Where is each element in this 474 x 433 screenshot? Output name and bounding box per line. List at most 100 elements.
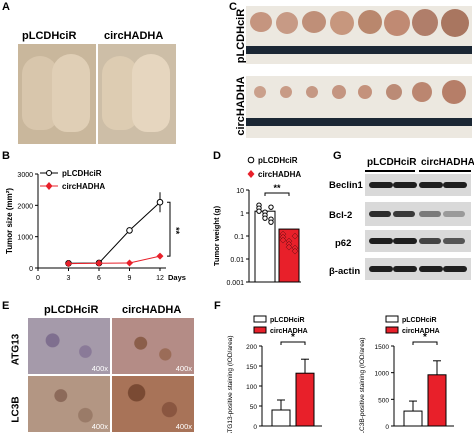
y-axis-label: LC3B-positive staining (IOD/area) bbox=[359, 337, 366, 433]
y-tick-label: 1000 bbox=[17, 235, 33, 242]
band-bcl2-1 bbox=[369, 211, 391, 217]
bar-treat bbox=[295, 372, 315, 427]
mouse-left-2 bbox=[52, 54, 90, 132]
band-beclin1-1 bbox=[369, 182, 393, 188]
band-bcl2-2 bbox=[393, 211, 415, 217]
band-p62-1 bbox=[369, 238, 393, 244]
sig-bracket bbox=[264, 192, 290, 196]
legend-label-treat: circHADHA bbox=[270, 328, 308, 335]
chart-b: 0 1000 2000 3000 0 3 6 9 12 Days Tumor size (mm²) p… bbox=[5, 169, 186, 282]
y-axis-label: Tumor weight (g) bbox=[212, 205, 221, 266]
data-point bbox=[95, 259, 103, 267]
y-tick-label: 50 bbox=[250, 404, 258, 411]
blot-group-bar-control bbox=[365, 170, 415, 172]
legend-label-control: pLCDHciR bbox=[258, 156, 298, 165]
band-p62-2 bbox=[393, 238, 417, 244]
panel-label-a: A bbox=[2, 1, 10, 13]
tumor-t7 bbox=[412, 82, 432, 102]
y-tick-label: 10 bbox=[236, 188, 244, 195]
y-tick-label: 0.001 bbox=[226, 280, 244, 287]
y-tick-label: 0 bbox=[253, 424, 257, 431]
panel-label-e: E bbox=[2, 300, 10, 312]
tumor-c5 bbox=[358, 10, 382, 34]
x-axis-label: Days bbox=[168, 273, 186, 282]
legend-label-control: pLCDHciR bbox=[270, 317, 305, 324]
x-tick-label: 12 bbox=[156, 275, 164, 282]
tumor-photo-treat bbox=[246, 76, 472, 138]
legend-swatch-control bbox=[253, 315, 267, 323]
tumor-c2 bbox=[276, 12, 298, 34]
series-line-0 bbox=[68, 201, 161, 264]
ruler-treat bbox=[246, 118, 472, 126]
x-tick-label: 3 bbox=[67, 275, 71, 282]
panel-a: A pLCDHciR circHADHA bbox=[0, 0, 205, 148]
y-tick-label: 500 bbox=[378, 397, 389, 404]
ihc-group-control: pLCDHciR bbox=[44, 304, 99, 316]
blot-group-treat: circHADHA bbox=[421, 157, 474, 168]
chart-f2: 0 500 1000 1500 LC3B-positive staining (IOD/… bbox=[359, 315, 454, 433]
blot-group-bar-treat bbox=[419, 170, 471, 172]
mouse-right-2 bbox=[132, 54, 170, 132]
legend-label-control: pLCDHciR bbox=[62, 169, 102, 178]
scatter-point bbox=[268, 219, 274, 225]
tumor-c8 bbox=[441, 9, 469, 37]
sig-bracket bbox=[167, 201, 171, 257]
tumor-t5 bbox=[358, 85, 372, 99]
band-p62-3 bbox=[419, 238, 441, 244]
legend-marker-control bbox=[247, 156, 255, 164]
mouse-photo-treat bbox=[98, 44, 176, 144]
ihc-lc3b-control: 400x bbox=[28, 376, 110, 432]
band-bcl2-4 bbox=[443, 211, 465, 217]
bar-treat bbox=[278, 228, 300, 283]
band-actin-1 bbox=[369, 266, 393, 272]
sig-label: * bbox=[423, 332, 427, 343]
panel-d: D 10 1 0.1 0.01 0.001 Tumor weight (g) pLCDHci… bbox=[205, 150, 323, 290]
data-point bbox=[65, 260, 72, 268]
y-tick-label: 0.01 bbox=[230, 257, 244, 264]
mag-lc3b-control: 400x bbox=[91, 422, 108, 431]
panel-c: C pLCDHciR circHADHA bbox=[226, 0, 474, 148]
chart-d: 10 1 0.1 0.01 0.001 Tumor weight (g) pLCDHciR c… bbox=[212, 156, 301, 287]
group-label-control: pLCDHciR bbox=[22, 30, 77, 42]
legend-swatch-treat bbox=[253, 326, 267, 334]
legend-swatch-treat bbox=[385, 326, 399, 334]
band-p62-4 bbox=[443, 238, 465, 244]
bar-treat bbox=[427, 374, 447, 427]
band-beclin1-2 bbox=[393, 182, 417, 188]
scatter-point bbox=[268, 204, 274, 210]
mag-lc3b-treat: 400x bbox=[175, 422, 192, 431]
legend-marker-control bbox=[46, 170, 52, 176]
panel-g: G pLCDHciR circHADHA Beclin1 Bcl-2 p62 β… bbox=[325, 150, 474, 290]
chart-f1: 0 50 100 150 200 ATG13-positive staining (IOD… bbox=[227, 315, 322, 433]
blot-group-control: pLCDHciR bbox=[367, 157, 417, 168]
mag-atg13-treat: 400x bbox=[175, 364, 192, 373]
legend-label-treat: circHADHA bbox=[62, 182, 105, 191]
legend-label-control: pLCDHciR bbox=[402, 317, 437, 324]
ihc-atg13-treat: 400x bbox=[112, 318, 194, 374]
data-point bbox=[156, 252, 164, 260]
panel-label-d: D bbox=[213, 150, 221, 162]
scatter-point bbox=[256, 208, 262, 214]
tumor-t3 bbox=[306, 86, 318, 98]
ihc-row-lc3b: LC3B bbox=[10, 396, 22, 423]
band-beclin1-3 bbox=[419, 182, 443, 188]
tumor-c4 bbox=[330, 11, 354, 35]
sig-bracket bbox=[412, 341, 438, 345]
panel-label-b: B bbox=[2, 150, 10, 162]
y-tick-label: 0 bbox=[385, 424, 389, 431]
scatter-point bbox=[285, 243, 293, 251]
data-point bbox=[156, 198, 164, 206]
blot-bcl2 bbox=[365, 202, 471, 226]
blot-beclin1 bbox=[365, 174, 471, 196]
tumor-t2 bbox=[280, 86, 292, 98]
scatter-point bbox=[291, 232, 299, 240]
blot-label-p62: p62 bbox=[335, 238, 352, 249]
tumor-c6 bbox=[384, 10, 410, 36]
series-line-1 bbox=[68, 255, 161, 265]
y-tick-label: 0 bbox=[29, 266, 33, 273]
legend-swatch-control bbox=[385, 315, 399, 323]
ruler-control bbox=[246, 46, 472, 54]
x-tick-label: 6 bbox=[97, 275, 101, 282]
x-tick-label: 9 bbox=[128, 275, 132, 282]
scatter-point bbox=[291, 247, 299, 255]
